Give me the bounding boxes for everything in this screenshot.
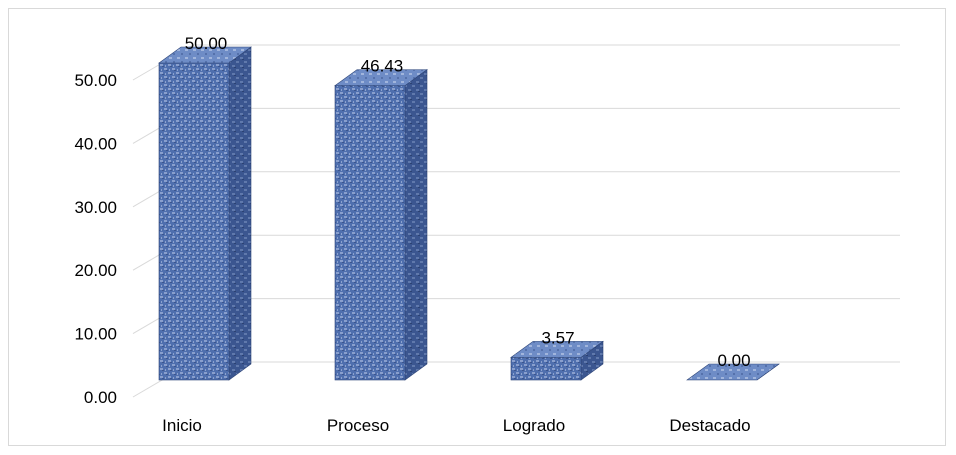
x-category-label: Logrado [503,416,565,435]
y-tick-label: 10.00 [74,325,117,344]
y-tick-label: 20.00 [74,261,117,280]
x-category-label: Proceso [327,416,389,435]
data-label: 50.00 [185,34,228,53]
data-label: 0.00 [717,351,750,370]
bar-side-face [404,69,428,381]
bar-top-face [510,341,604,358]
x-category-label: Destacado [669,416,750,435]
data-label: 46.43 [361,57,404,76]
y-tick-label: 40.00 [74,134,117,153]
bar-inicio [158,46,252,381]
bar-top-face [334,69,428,86]
y-axis-tick-labels: 0.00 10.00 20.00 30.00 40.00 50.00 [74,71,117,407]
data-labels: 50.00 46.43 3.57 0.00 [185,34,751,370]
data-label: 3.57 [541,328,574,347]
bar-proceso [334,69,428,381]
bar-front-face [334,85,406,381]
bar-top-face [686,363,780,381]
y-tick-label: 30.00 [74,198,117,217]
y-tick-label: 50.00 [74,71,117,90]
y-tick-label: 0.00 [84,388,117,407]
bars [158,46,780,381]
bar-logrado [510,340,604,381]
bar-side-face [228,46,252,381]
x-axis-category-labels: Inicio Proceso Logrado Destacado [162,416,750,435]
bar-top-face [158,46,252,64]
x-category-label: Inicio [162,416,202,435]
bar-front-face [510,357,582,381]
bar-destacado [686,363,780,381]
bar-front-face [158,62,230,381]
